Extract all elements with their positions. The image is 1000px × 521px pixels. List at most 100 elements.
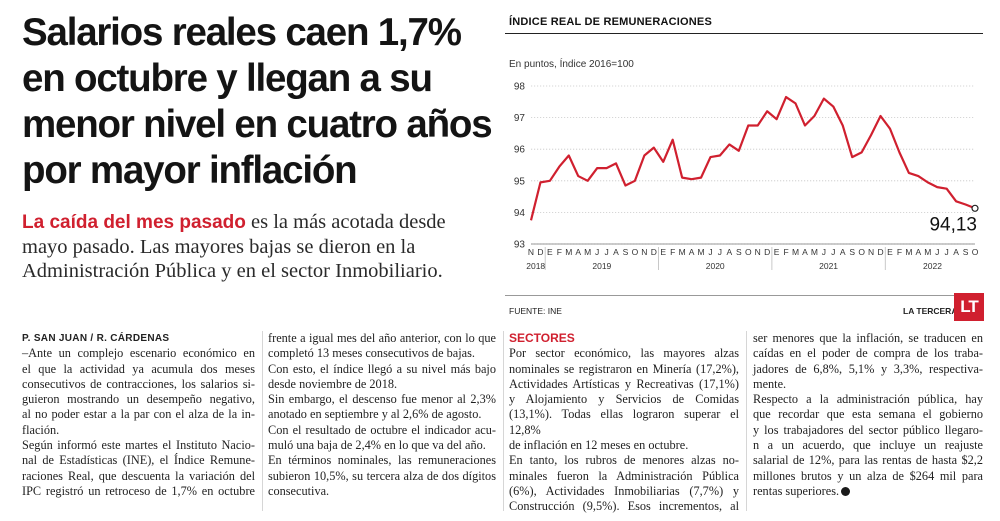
year-label: 2019 xyxy=(592,261,611,271)
headline: Salarios reales caen 1,7% en octubre y l… xyxy=(22,10,493,194)
x-tick-label: J xyxy=(935,247,939,257)
article-line: –Ante un complejo escenario económico en xyxy=(22,346,255,361)
x-tick-label: N xyxy=(868,247,874,257)
x-tick-label: F xyxy=(670,247,675,257)
article-line: y Alojamiento y Servicios de Comidas xyxy=(509,392,739,407)
y-tick-label: 94 xyxy=(514,208,526,219)
headline-line: menor nivel en cuatro años xyxy=(22,103,493,146)
x-tick-label: M xyxy=(905,247,912,257)
article-line: En tanto, los rubros de menores alzas no… xyxy=(509,453,739,468)
article-line: y los trabajadores del sector público ll… xyxy=(753,422,983,437)
article-line: nominales se registraron en Minería (17,… xyxy=(509,361,739,376)
x-tick-label: E xyxy=(660,247,666,257)
article-line: que recordar que esta semana el gobierno xyxy=(753,407,983,422)
headline-line: Salarios reales caen 1,7% xyxy=(22,11,462,54)
deck-line-1: La caída del mes pasado es la más acotad… xyxy=(22,210,502,235)
year-label: 2018 xyxy=(526,261,545,271)
x-tick-label: J xyxy=(831,247,835,257)
article-column-2: frente a igual mes del año anterior, con… xyxy=(268,331,496,499)
x-tick-label: O xyxy=(858,247,865,257)
year-label: 2021 xyxy=(819,261,838,271)
x-tick-label: S xyxy=(849,247,855,257)
article-line: subieron 10,5%, su tercera alza de dos d… xyxy=(268,468,496,483)
x-tick-label: M xyxy=(697,247,704,257)
chart-title: ÍNDICE REAL DE REMUNERACIONES xyxy=(509,16,713,28)
article-last-text: rentas superiores. xyxy=(753,483,840,498)
deck-highlight: La caída del mes pasado xyxy=(22,212,246,233)
x-tick-label: J xyxy=(604,247,608,257)
x-tick-label: M xyxy=(924,247,931,257)
x-tick-label: N xyxy=(528,247,534,257)
article-line: guieron mostrando un desempeño negativo, xyxy=(22,392,255,407)
article-line: En términos nominales, las remuneracione… xyxy=(268,453,496,468)
headline-line: en octubre y llegan a su xyxy=(22,57,433,100)
x-tick-label: D xyxy=(537,247,543,257)
x-tick-label: D xyxy=(764,247,770,257)
article-line: raciones Real, que descuenta la variació… xyxy=(22,468,255,483)
article-line: (13,1%). Todas ellas lograron superar el… xyxy=(509,407,739,437)
x-tick-label: F xyxy=(783,247,788,257)
end-mark-icon xyxy=(841,486,851,496)
article-column-1: P. SAN JUAN / R. CÁRDENAS –Ante un compl… xyxy=(22,331,255,499)
x-tick-label: M xyxy=(792,247,799,257)
article-line: salarial de 12%, para las rentas de hast… xyxy=(753,453,983,468)
x-tick-label: F xyxy=(557,247,562,257)
article-line: caídas en el poder de compra de los trab… xyxy=(753,346,983,361)
article-line: Actividades Artísticas y Recreativas (17… xyxy=(509,376,739,391)
article-line: completó 13 meses consecutivos de bajas. xyxy=(268,346,475,361)
article-line: Respecto a la administración pública, ha… xyxy=(753,392,983,407)
section-title: SECTORES xyxy=(509,331,575,345)
x-tick-label: A xyxy=(727,247,733,257)
column-divider xyxy=(746,331,747,511)
y-tick-label: 98 xyxy=(514,82,526,93)
article-line: ser menores que la inflación, se traduce… xyxy=(753,331,983,345)
x-tick-label: M xyxy=(565,247,572,257)
article-line: anotado en septiembre y al 2,6% de agost… xyxy=(268,407,482,422)
x-tick-label: A xyxy=(802,247,808,257)
column-divider xyxy=(503,331,504,511)
article-line: (6%), Actividades Inmobiliarias (7,7%) y xyxy=(509,483,739,498)
x-tick-label: O xyxy=(632,247,639,257)
x-tick-label: A xyxy=(613,247,619,257)
article-line: consecutivos de contracciones, los salar… xyxy=(22,376,255,391)
article-line: frente a igual mes del año anterior, con… xyxy=(268,331,496,345)
article-line: al no poder estar a la par con el alza d… xyxy=(22,407,255,422)
x-tick-label: S xyxy=(623,247,629,257)
y-tick-label: 96 xyxy=(514,145,526,156)
last-point-marker xyxy=(971,204,979,212)
deck-line-2: mayo pasado. Las mayores bajas se dieron… xyxy=(22,236,416,258)
article-line: de inflación en 12 meses en octubre. xyxy=(509,438,689,453)
article-line: Sin embargo, el descenso fue menor al 2,… xyxy=(268,392,496,407)
x-tick-label: A xyxy=(840,247,846,257)
article-line: mente. xyxy=(753,376,787,391)
chart-title-rule xyxy=(505,33,983,34)
x-tick-label: O xyxy=(745,247,752,257)
headline-line: por mayor inflación xyxy=(22,149,358,192)
x-tick-label: J xyxy=(945,247,949,257)
x-tick-label: M xyxy=(584,247,591,257)
article-column-4: ser menores que la inflación, se traduce… xyxy=(753,331,983,499)
article-column-3: SECTORES Por sector económico, las mayor… xyxy=(509,331,739,515)
deck-line-3: Administración Pública y en el sector In… xyxy=(22,260,443,282)
x-tick-label: S xyxy=(963,247,969,257)
x-tick-label: F xyxy=(897,247,902,257)
x-tick-label: A xyxy=(915,247,921,257)
article-line: nal de Estadísticas (INE), el Índice Rem… xyxy=(22,453,255,468)
x-tick-label: A xyxy=(689,247,695,257)
x-tick-label: O xyxy=(972,247,979,257)
x-tick-label: M xyxy=(679,247,686,257)
series-line xyxy=(529,95,976,221)
byline: P. SAN JUAN / R. CÁRDENAS xyxy=(22,333,170,344)
x-tick-label: S xyxy=(736,247,742,257)
x-tick-label: E xyxy=(887,247,893,257)
article-line: muló una baja de 2,4% en lo que va del a… xyxy=(268,438,486,453)
article-line: Construcción (9,5%). Esos incrementos, a… xyxy=(509,499,739,514)
article-line: Con el resultado de octubre el indicador… xyxy=(268,422,496,437)
x-tick-label: A xyxy=(953,247,959,257)
y-tick-label: 95 xyxy=(514,176,526,187)
la-tercera-logo: LT xyxy=(954,293,984,321)
article-line: consecutiva. xyxy=(268,483,330,498)
x-tick-label: D xyxy=(651,247,657,257)
article-line: jadores de 6,8%, 5,1% y 3,3%, respectiva… xyxy=(753,361,983,376)
x-tick-label: N xyxy=(755,247,761,257)
